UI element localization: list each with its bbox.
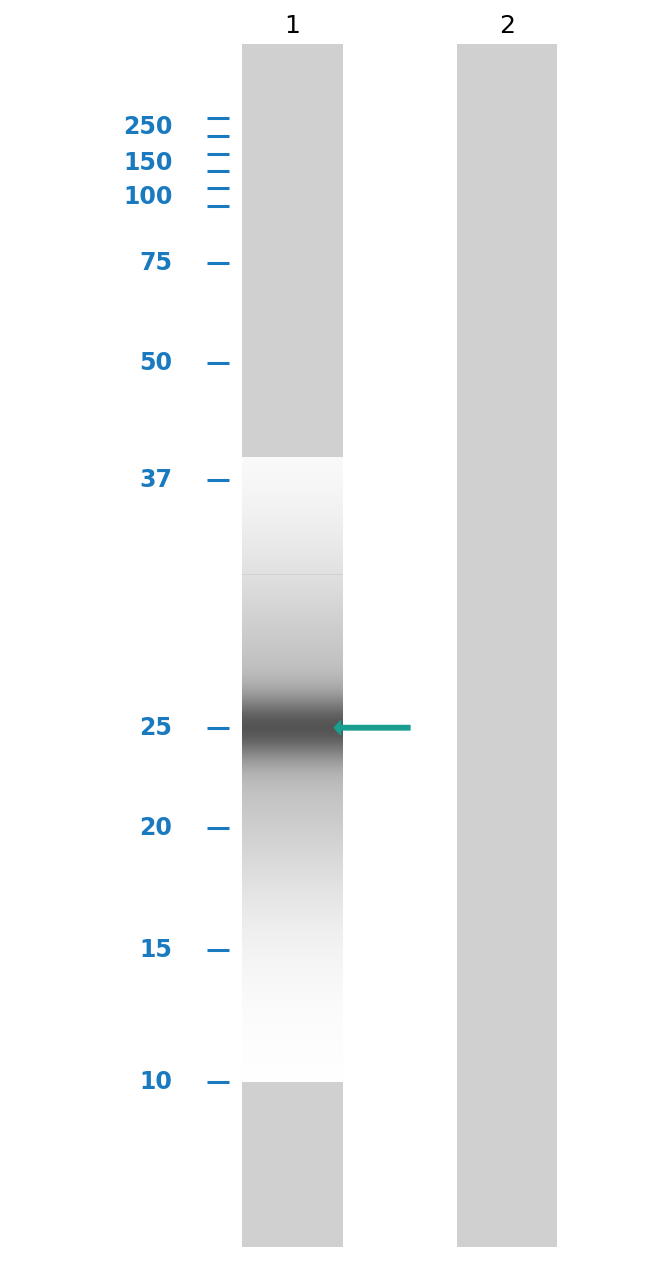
- Text: 2: 2: [499, 14, 515, 38]
- Text: 1: 1: [285, 14, 300, 38]
- Text: 250: 250: [123, 116, 172, 138]
- Bar: [242, 44, 343, 1247]
- Text: 50: 50: [139, 352, 172, 375]
- Text: 10: 10: [139, 1071, 172, 1093]
- Text: 37: 37: [139, 469, 172, 491]
- Text: 25: 25: [139, 716, 172, 739]
- Text: 75: 75: [139, 251, 172, 274]
- Text: 150: 150: [123, 151, 172, 174]
- Text: 15: 15: [139, 939, 172, 961]
- Bar: [456, 44, 558, 1247]
- Text: 20: 20: [139, 817, 172, 839]
- Text: 100: 100: [123, 185, 172, 208]
